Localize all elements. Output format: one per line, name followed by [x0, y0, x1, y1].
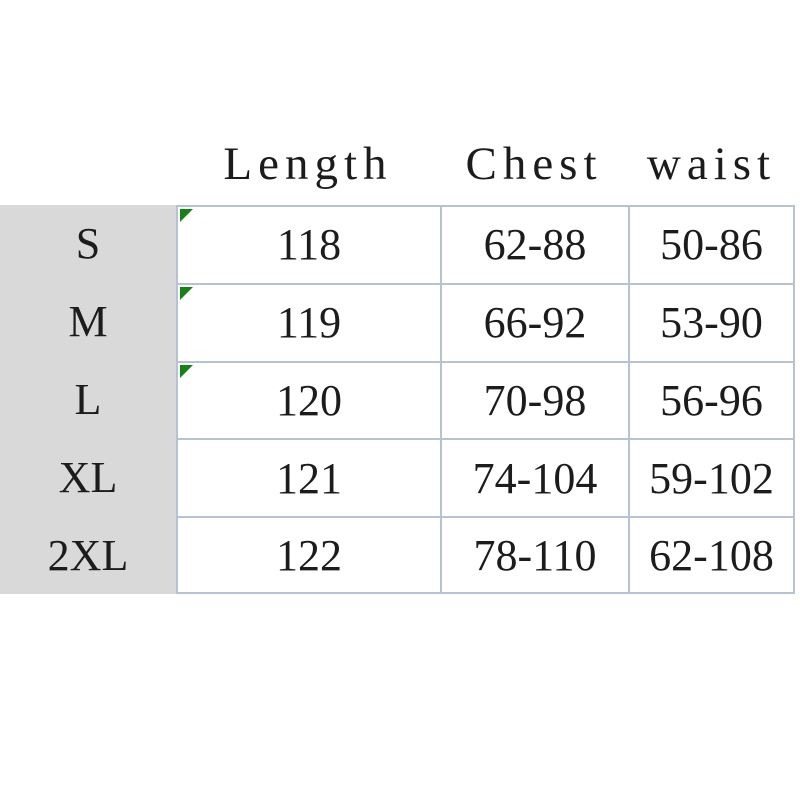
cell-2xl-length: 122	[176, 516, 440, 594]
cell-value: 53-90	[660, 298, 763, 348]
cell-m-chest: 66-92	[440, 282, 628, 361]
cell-value: 74-104	[472, 453, 598, 503]
cell-value: 119	[276, 298, 342, 348]
cell-value: 62-88	[483, 220, 587, 270]
cell-l-waist: 56-96	[628, 360, 795, 439]
cell-flag-icon	[180, 209, 193, 222]
row-label-xl: XL	[0, 438, 176, 517]
cell-xl-waist: 59-102	[628, 438, 795, 517]
column-header-chest: Chest	[465, 138, 603, 190]
row-label-l: L	[0, 360, 176, 439]
cell-value: 50-86	[660, 220, 763, 270]
header-corner-spacer	[0, 126, 176, 202]
cell-l-length: 120	[176, 360, 440, 439]
size-table: S 118 62-88 50-86 M 119 66-92 53-90 L 12…	[0, 205, 795, 594]
cell-value: 66-92	[483, 298, 587, 348]
cell-l-chest: 70-98	[440, 360, 628, 439]
cell-value: 121	[276, 453, 342, 503]
cell-value: 59-102	[649, 453, 774, 503]
cell-xl-chest: 74-104	[440, 438, 628, 517]
cell-value: 78-110	[473, 530, 597, 580]
row-label-2xl: 2XL	[0, 516, 176, 594]
cell-2xl-chest: 78-110	[440, 516, 628, 594]
cell-s-length: 118	[176, 205, 440, 283]
column-header-waist: waist	[646, 138, 777, 190]
cell-value: 56-96	[660, 375, 763, 425]
cell-xl-length: 121	[176, 438, 440, 517]
cell-value: 122	[276, 530, 342, 580]
cell-m-waist: 53-90	[628, 282, 795, 361]
cell-s-chest: 62-88	[440, 205, 628, 283]
cell-m-length: 119	[176, 282, 440, 361]
table-header: Length Chest waist	[0, 126, 795, 202]
column-header-length: Length	[223, 138, 393, 190]
row-label-m: M	[0, 282, 176, 361]
cell-2xl-waist: 62-108	[628, 516, 795, 594]
row-label-s: S	[0, 205, 176, 283]
cell-flag-icon	[180, 364, 193, 378]
cell-value: 120	[276, 375, 342, 425]
cell-flag-icon	[180, 286, 193, 300]
cell-value: 62-108	[649, 530, 774, 580]
cell-s-waist: 50-86	[628, 205, 795, 283]
cell-value: 118	[276, 220, 342, 270]
cell-value: 70-98	[483, 375, 587, 425]
